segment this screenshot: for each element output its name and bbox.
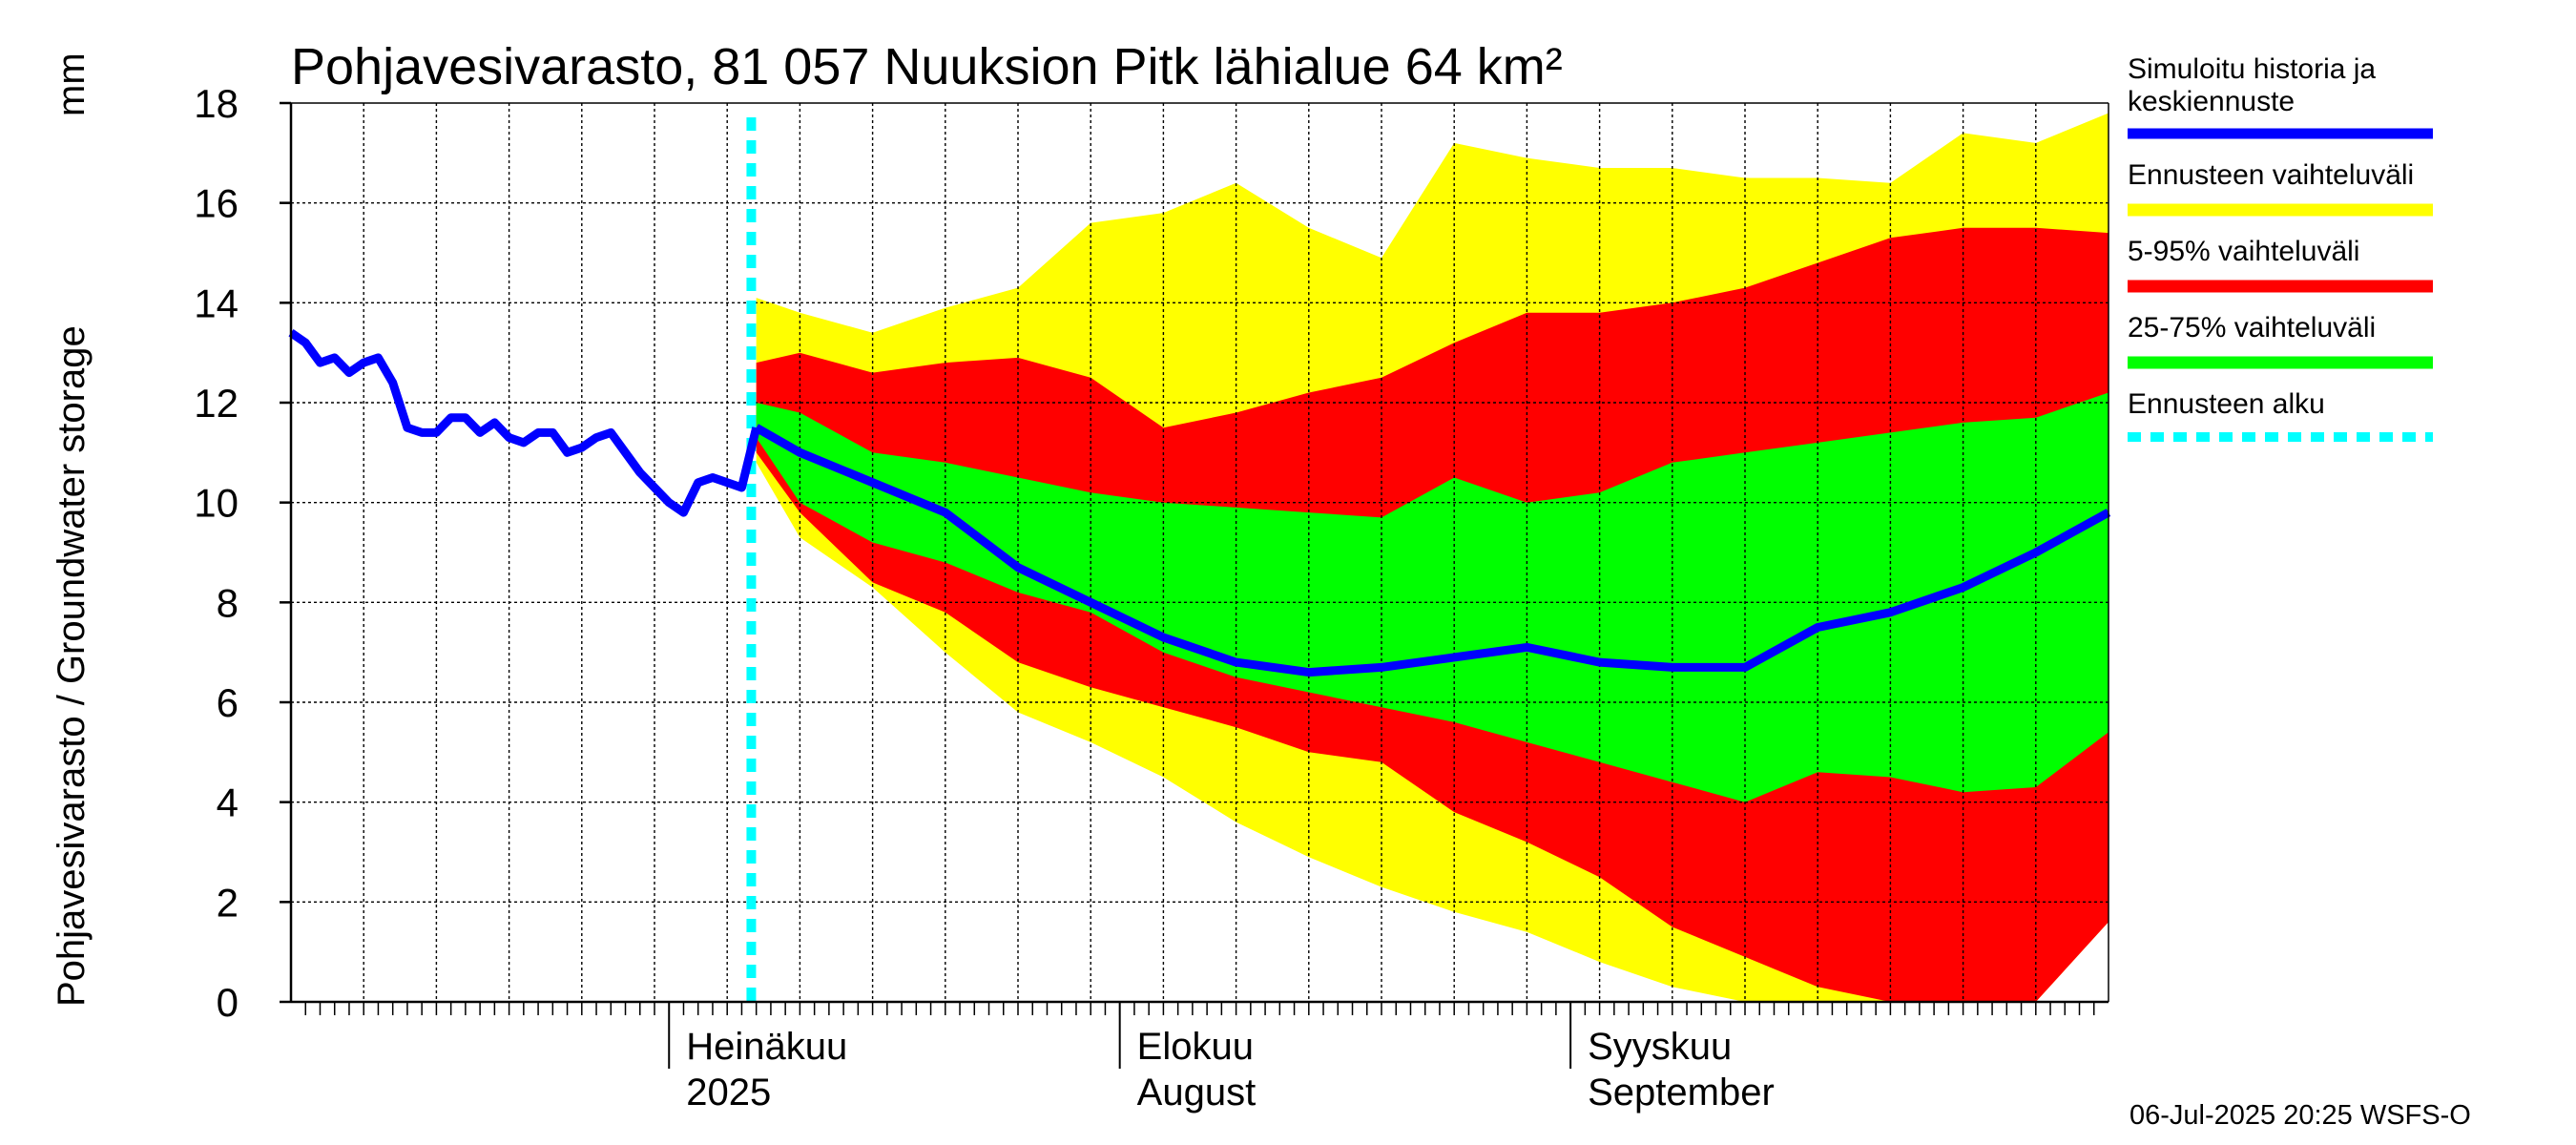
y-tick-label-4: 4 bbox=[217, 781, 239, 825]
legend-label-start: Ennusteen alku bbox=[2128, 388, 2325, 420]
footer-timestamp: 06-Jul-2025 20:25 WSFS-O bbox=[2129, 1100, 2471, 1131]
y-tick-label-2: 2 bbox=[217, 880, 239, 925]
y-tick-label-6: 6 bbox=[217, 680, 239, 725]
x-month-sublabel-2: September bbox=[1588, 1072, 1775, 1114]
x-month-sublabel-1: August bbox=[1137, 1072, 1257, 1114]
legend-label-p25-75: 25-75% vaihteluväli bbox=[2128, 312, 2376, 344]
y-tick-label-10: 10 bbox=[194, 481, 239, 526]
data-lines bbox=[288, 117, 2111, 1002]
y-tick-label-12: 12 bbox=[194, 381, 239, 426]
forecast-bands bbox=[756, 113, 2109, 1003]
legend-label-history-2: keskiennuste bbox=[2128, 86, 2295, 117]
x-month-sublabel-0: 2025 bbox=[686, 1072, 771, 1114]
y-tick-label-8: 8 bbox=[217, 580, 239, 625]
legend-label-range: Ennusteen vaihteluväli bbox=[2128, 159, 2414, 191]
y-axis-label: Pohjavesivarasto / Groundwater storage bbox=[51, 325, 93, 1007]
x-month-label-1: Elokuu bbox=[1137, 1026, 1254, 1068]
legend-label-history-1: Simuloitu historia ja bbox=[2128, 53, 2376, 85]
legend: Simuloitu historia ja keskiennuste Ennus… bbox=[2128, 53, 2433, 442]
series-history bbox=[288, 328, 761, 517]
y-tick-label-0: 0 bbox=[217, 980, 239, 1025]
x-month-label-2: Syyskuu bbox=[1588, 1026, 1732, 1068]
y-tick-label-16: 16 bbox=[194, 181, 239, 226]
y-axis-unit: mm bbox=[51, 52, 93, 116]
grid-lines bbox=[291, 103, 2109, 1002]
series-mean-forecast bbox=[754, 424, 2111, 677]
legend-label-p5-95: 5-95% vaihteluväli bbox=[2128, 236, 2359, 267]
band-25-75 bbox=[756, 392, 2109, 802]
y-tick-label-18: 18 bbox=[194, 81, 239, 126]
chart-title: Pohjavesivarasto, 81 057 Nuuksion Pitk l… bbox=[291, 38, 1563, 95]
y-tick-label-14: 14 bbox=[194, 281, 239, 325]
x-month-label-0: Heinäkuu bbox=[686, 1026, 847, 1068]
